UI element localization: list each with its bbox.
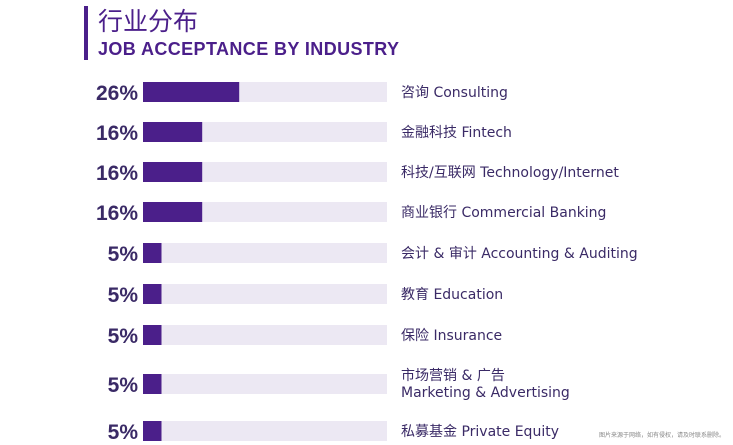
category-label: Marketing & Advertising [401, 385, 570, 401]
value-label: 5% [108, 421, 139, 444]
bar-row: 26% 咨询 Consulting [96, 82, 508, 105]
bar-track [143, 243, 387, 263]
bar-row: 16% 商业银行 Commercial Banking [96, 202, 606, 225]
bar [143, 82, 240, 102]
bar-track [143, 122, 387, 142]
bar-track [143, 284, 387, 304]
bar-track [143, 421, 387, 441]
bar [143, 284, 162, 304]
category-label: 商业银行 Commercial Banking [401, 205, 606, 221]
bar-track [143, 202, 387, 222]
bar-row: 5% 私募基金 Private Equity [108, 421, 559, 444]
bar-row: 5% 教育 Education [108, 284, 503, 307]
value-label: 16% [96, 162, 138, 185]
bar-track [143, 325, 387, 345]
bar-track [143, 374, 387, 394]
bar-row: 16% 科技/互联网 Technology/Internet [96, 162, 619, 185]
category-label: 市场营销 & 广告 [401, 367, 505, 384]
category-label: 保险 Insurance [401, 328, 502, 344]
category-label: 科技/互联网 Technology/Internet [401, 165, 619, 181]
chart-title: 行业分布 [98, 7, 199, 36]
value-label: 5% [108, 374, 139, 397]
chart-subtitle: JOB ACCEPTANCE BY INDUSTRY [98, 39, 400, 59]
bar [143, 202, 203, 222]
title-accent-bar [84, 6, 88, 60]
value-label: 5% [108, 284, 139, 307]
bar [143, 122, 203, 142]
category-label: 私募基金 Private Equity [401, 423, 559, 440]
value-label: 5% [108, 325, 139, 348]
bar [143, 421, 162, 441]
bar-track [143, 162, 387, 182]
category-label: 教育 Education [401, 287, 503, 303]
value-label: 16% [96, 122, 138, 145]
bar [143, 374, 162, 394]
category-label: 会计 & 审计 Accounting & Auditing [401, 246, 638, 262]
value-label: 5% [108, 243, 139, 266]
bar [143, 162, 203, 182]
bar [143, 325, 162, 345]
footnote: 图片来源于网络，如有侵权，请及时联系删除。 [598, 432, 725, 439]
bar-row: 16% 金融科技 Fintech [96, 122, 512, 145]
value-label: 16% [96, 202, 138, 225]
category-label: 咨询 Consulting [401, 85, 508, 101]
category-label: 金融科技 Fintech [401, 125, 512, 141]
bar [143, 243, 162, 263]
bar-row: 5% 会计 & 审计 Accounting & Auditing [108, 243, 638, 266]
value-label: 26% [96, 82, 138, 105]
bar-row: 5% 保险 Insurance [108, 325, 502, 348]
